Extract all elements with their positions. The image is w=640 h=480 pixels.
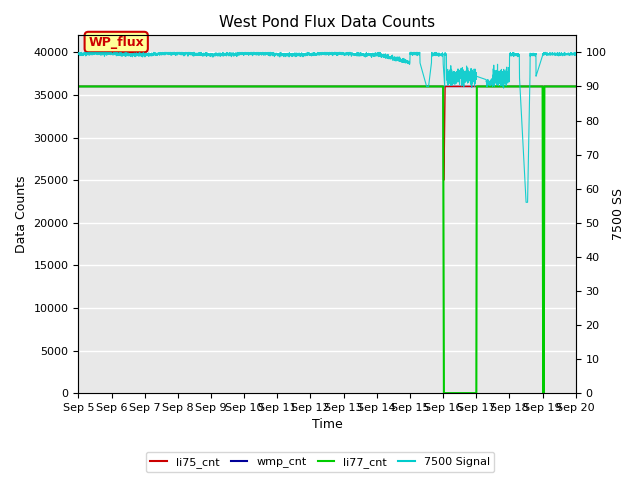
7500 Signal <box>165 49 173 55</box>
wmp_cnt <box>264 84 272 89</box>
li77_cnt <box>264 84 272 89</box>
li75_cnt <box>398 84 406 89</box>
Line: li77_cnt: li77_cnt <box>79 86 576 393</box>
li77_cnt <box>165 84 173 89</box>
Title: West Pond Flux Data Counts: West Pond Flux Data Counts <box>219 15 435 30</box>
wmp_cnt <box>165 84 173 89</box>
Text: WP_flux: WP_flux <box>88 36 144 48</box>
7500 Signal <box>75 51 83 57</box>
li75_cnt <box>572 84 580 89</box>
li75_cnt <box>484 84 492 89</box>
7500 Signal <box>445 74 453 80</box>
Y-axis label: Data Counts: Data Counts <box>15 176 28 253</box>
li75_cnt <box>440 177 447 183</box>
7500 Signal <box>484 79 492 85</box>
Line: li75_cnt: li75_cnt <box>79 86 576 180</box>
7500 Signal <box>398 58 406 64</box>
wmp_cnt <box>373 84 381 89</box>
7500 Signal <box>265 49 273 55</box>
wmp_cnt <box>572 84 580 89</box>
wmp_cnt <box>398 84 406 89</box>
li75_cnt <box>165 84 173 89</box>
li75_cnt <box>373 84 381 89</box>
wmp_cnt <box>75 84 83 89</box>
li77_cnt <box>484 84 492 89</box>
Line: 7500 Signal: 7500 Signal <box>79 52 576 202</box>
li75_cnt <box>75 84 83 89</box>
7500 Signal <box>373 52 381 58</box>
7500 Signal <box>77 49 85 55</box>
li77_cnt <box>398 84 406 89</box>
li75_cnt <box>264 84 272 89</box>
7500 Signal <box>522 199 530 205</box>
li77_cnt <box>373 84 381 89</box>
li77_cnt <box>572 84 580 89</box>
li77_cnt <box>440 390 447 396</box>
Y-axis label: 7500 SS: 7500 SS <box>612 188 625 240</box>
li77_cnt <box>75 84 83 89</box>
X-axis label: Time: Time <box>312 419 342 432</box>
wmp_cnt <box>445 84 453 89</box>
li77_cnt <box>445 390 453 396</box>
Legend: li75_cnt, wmp_cnt, li77_cnt, 7500 Signal: li75_cnt, wmp_cnt, li77_cnt, 7500 Signal <box>146 452 494 472</box>
li75_cnt <box>445 84 453 89</box>
7500 Signal <box>572 50 580 56</box>
wmp_cnt <box>483 84 491 89</box>
